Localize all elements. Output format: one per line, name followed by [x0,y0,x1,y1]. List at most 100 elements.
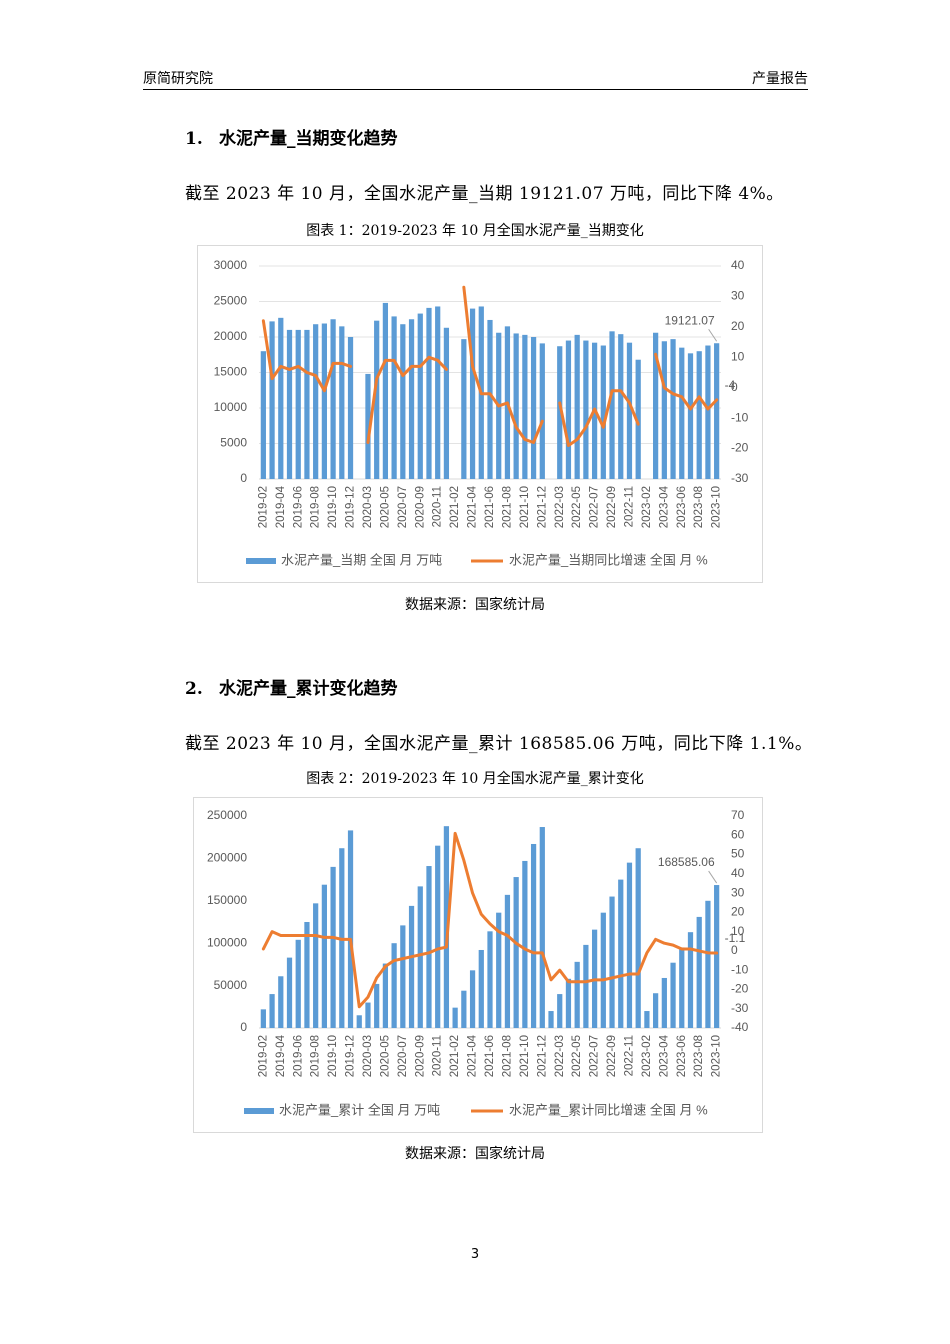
y2-tick-label: 20 [731,905,745,919]
x-tick-label: 2022-03 [554,486,566,528]
label-leader [708,870,718,884]
bar [583,944,589,1028]
chart: 0 5000 10000 15000 20000 25000 30000 -30 -20 -10 0… [197,245,763,583]
x-tick-label: 2023-04 [658,485,670,528]
y-tick-label: 0 [240,1020,247,1034]
x-tick-label: 2019-02 [257,1035,269,1077]
legend-swatch [246,558,276,564]
x-tick-label: 2023-06 [676,486,688,528]
bar [278,976,284,1028]
bar [600,912,606,1028]
bar [565,340,572,479]
y2-tick-label: 10 [731,924,745,938]
x-tick-label: 2022-11 [624,486,636,527]
x-tick-label: 2021-12 [536,486,548,528]
y-tick-label: 10000 [214,400,248,414]
bar [339,326,345,479]
bar [426,866,432,1028]
x-tick-label: 2022-07 [589,486,601,528]
y-tick-label: 50000 [214,978,248,992]
x-tick-label: 2022-05 [571,1035,583,1077]
x-tick-label: 2019-06 [292,1035,304,1077]
bar [522,334,528,479]
section-title: 水泥产量_累计变化趋势 [219,679,398,699]
y2-tick-label: 30 [731,885,745,899]
x-tick-label: 2019-04 [275,1034,287,1077]
x-tick-label: 2021-08 [501,1035,513,1077]
x-tick-label: 2019-08 [310,486,322,528]
y-tick-label: 30000 [214,258,248,272]
bar [400,324,406,479]
bar [391,316,397,479]
legend-label: 水泥产量_累计同比增速 全国 月 % [509,1102,708,1117]
x-tick-label: 2020-07 [397,1035,409,1077]
section-heading: 1. 水泥产量_当期变化趋势 [185,124,398,149]
x-tick-label: 2019-04 [275,485,287,528]
bar [313,903,319,1028]
y-tick-label: 200000 [207,851,247,865]
bar [304,329,310,479]
y-tick-label: 0 [240,471,247,485]
bar [530,337,537,479]
y2-tick-label: -30 [731,471,749,485]
bar [304,922,310,1028]
x-tick-label: 2023-02 [641,1035,653,1077]
bar [417,886,423,1028]
legend-swatch [244,1108,274,1114]
y2-tick-label: -10 [731,410,749,424]
x-tick-label: 2020-11 [432,486,444,527]
x-tick-label: 2023-08 [693,486,705,528]
bar [714,885,720,1028]
bar [644,1011,650,1028]
bar [374,320,380,479]
bar [269,994,275,1028]
x-tick-label: 2023-04 [658,1034,670,1077]
x-tick-label: 2021-10 [519,1035,531,1077]
y-tick-label: 150000 [207,893,247,907]
bar [286,329,293,479]
line [261,285,719,448]
y2-tick-label: 40 [731,258,745,272]
bar [330,866,336,1028]
x-tick-label: 2021-02 [449,1035,461,1077]
bar [374,983,380,1028]
bar [295,939,301,1028]
y2-tick-label: -10 [731,962,749,976]
bar [435,306,441,479]
y2-tick-label: 50 [731,847,745,861]
bar [679,947,685,1028]
bar [626,342,633,479]
legend-label: 水泥产量_当期同比增速 全国 月 % [509,552,708,567]
chart: 0 50000 100000 150000 200000 250000 -40 -30 -20 -… [193,797,763,1133]
x-tick-label: 2023-08 [693,1035,705,1077]
y-tick-label: 250000 [207,808,247,822]
bar [687,932,694,1028]
x-tick-label: 2023-10 [711,1035,723,1077]
bar [583,340,589,479]
bar [443,826,450,1028]
bar [286,957,293,1028]
bar [635,359,641,479]
y2-tick-label: 0 [731,380,738,394]
bar [609,896,615,1028]
bar [522,860,528,1028]
x-tick-label: 2020-07 [397,486,409,528]
bar [679,347,685,479]
x-tick-label: 2021-04 [467,485,479,528]
header-rule [143,89,808,90]
y-tick-label: 5000 [220,436,247,450]
figure-caption: 图表 2：2019-2023 年 10 月全国水泥产量_累计变化 [306,771,644,787]
bar [313,324,319,479]
x-tick-label: 2022-05 [571,486,583,528]
y-tick-label: 100000 [207,935,247,949]
paragraph: 截至 2023 年 10 月，全国水泥产量_累计 168585.06 万吨，同比… [185,734,813,754]
bar [487,931,493,1028]
y2-tick-label: -40 [731,1020,749,1034]
x-tick-label: 2020-05 [379,1035,391,1077]
x-tick-label: 2022-09 [606,486,618,528]
bar [400,925,406,1028]
x-tick-label: 2020-09 [414,1035,426,1077]
data-label: 168585.06 [658,855,715,869]
header-right: 产量报告 [752,71,808,87]
section-number: 2. [185,679,203,699]
